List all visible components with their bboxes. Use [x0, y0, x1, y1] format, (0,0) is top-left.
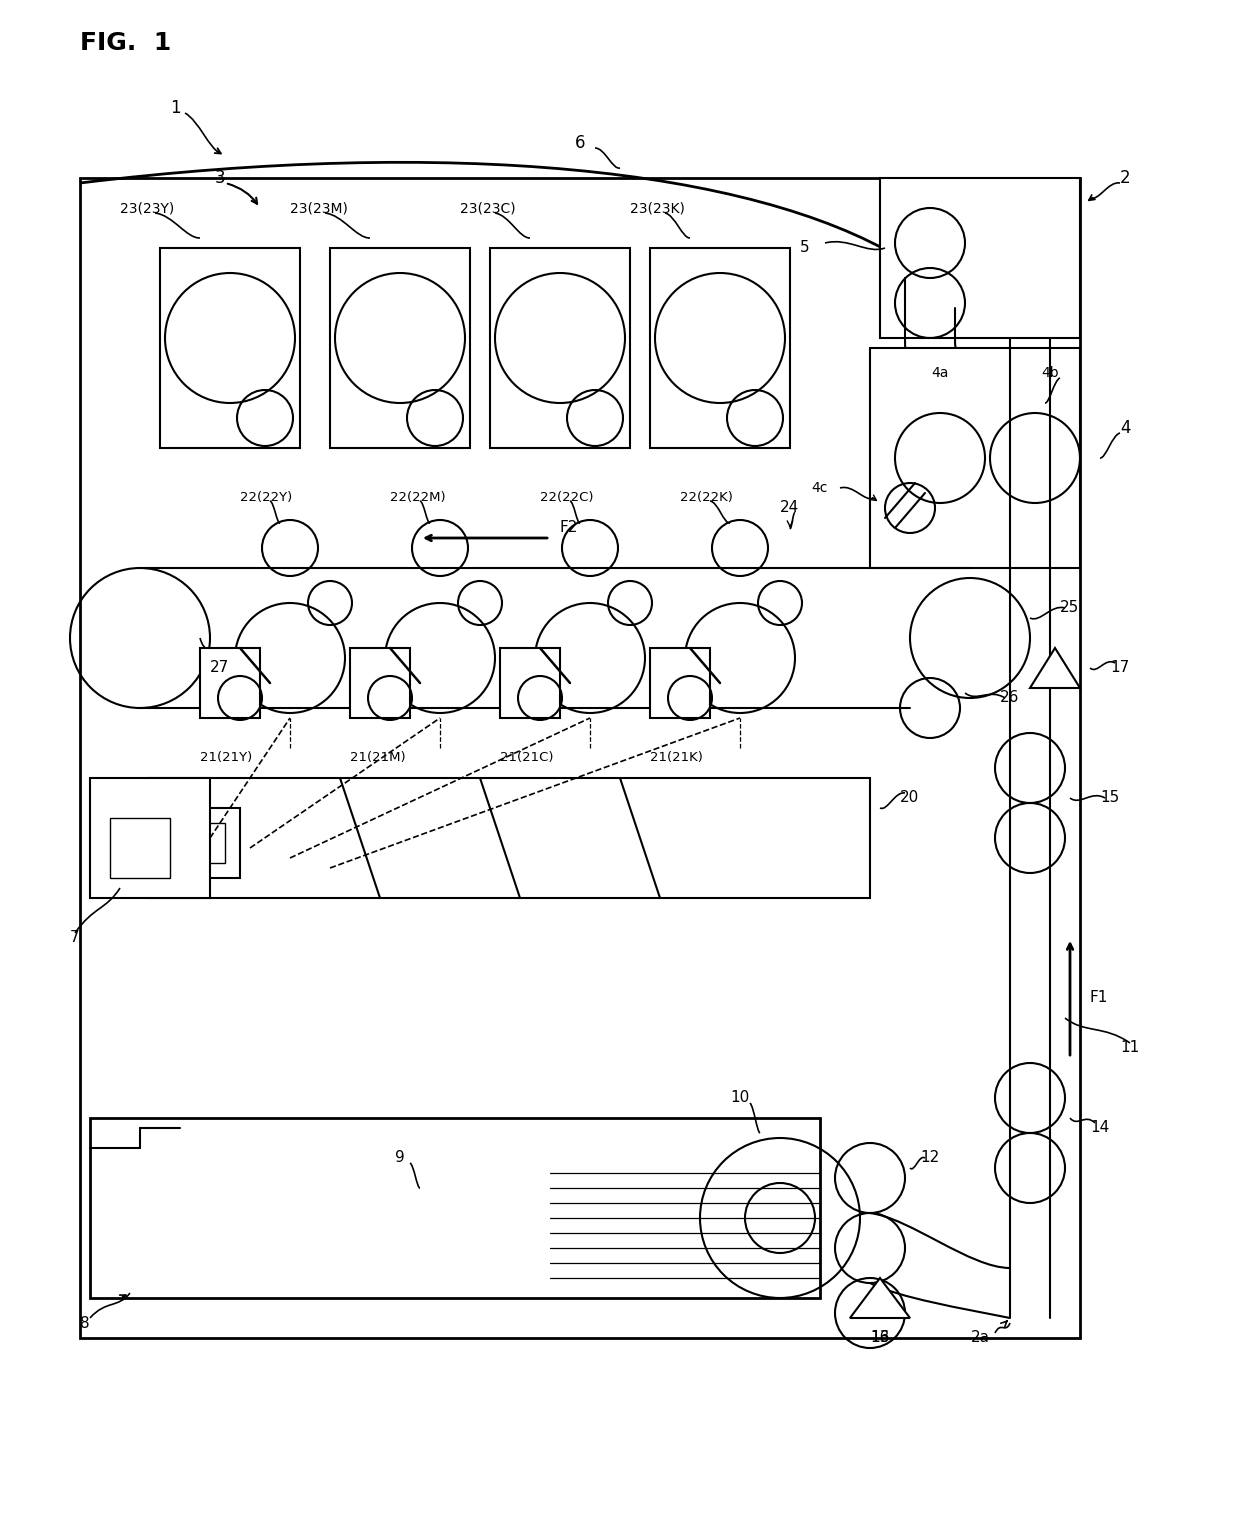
- Bar: [650, 247, 790, 448]
- Text: 23(23Y): 23(23Y): [120, 200, 175, 216]
- Polygon shape: [1030, 648, 1080, 688]
- Text: 17: 17: [1110, 660, 1130, 676]
- Text: 3: 3: [215, 168, 226, 187]
- Text: 4: 4: [1120, 419, 1131, 437]
- Text: 12: 12: [920, 1151, 939, 1166]
- Bar: [350, 648, 410, 718]
- Text: FIG.  1: FIG. 1: [81, 30, 171, 55]
- Text: 21(21M): 21(21M): [350, 751, 405, 765]
- Text: 21(21Y): 21(21Y): [200, 751, 252, 765]
- Text: F2: F2: [560, 521, 578, 536]
- Bar: [81, 178, 1080, 1337]
- Bar: [110, 818, 170, 877]
- Text: 16: 16: [870, 1330, 889, 1345]
- Text: 22(22K): 22(22K): [680, 492, 733, 504]
- Text: 23(23C): 23(23C): [460, 200, 516, 216]
- Text: 24: 24: [780, 501, 800, 516]
- Text: 26: 26: [999, 691, 1019, 706]
- Text: 22(22M): 22(22M): [391, 492, 445, 504]
- Bar: [170, 808, 241, 877]
- Text: F1: F1: [1090, 991, 1109, 1005]
- Polygon shape: [849, 1278, 910, 1318]
- Text: 6: 6: [575, 134, 585, 152]
- Text: 22(22C): 22(22C): [539, 492, 594, 504]
- Bar: [160, 247, 300, 448]
- Text: 23(23K): 23(23K): [630, 200, 684, 216]
- Text: 4b: 4b: [1042, 366, 1059, 380]
- Text: 25: 25: [1060, 601, 1079, 615]
- Bar: [870, 348, 1080, 568]
- Text: 27: 27: [210, 660, 229, 676]
- Text: 21(21C): 21(21C): [500, 751, 553, 765]
- Text: 14: 14: [1090, 1120, 1110, 1135]
- Text: 7: 7: [69, 931, 79, 946]
- Text: 10: 10: [730, 1090, 749, 1105]
- Text: 4c: 4c: [812, 481, 828, 495]
- Text: 5: 5: [800, 240, 810, 255]
- Bar: [880, 178, 1080, 339]
- Text: 20: 20: [900, 791, 919, 806]
- Bar: [330, 247, 470, 448]
- Bar: [91, 1117, 820, 1298]
- Bar: [500, 648, 560, 718]
- Text: 2a: 2a: [971, 1330, 990, 1345]
- Bar: [490, 247, 630, 448]
- Text: 11: 11: [1120, 1040, 1140, 1055]
- Text: 8: 8: [81, 1316, 89, 1330]
- Bar: [200, 648, 260, 718]
- Text: 4a: 4a: [931, 366, 949, 380]
- Bar: [150, 779, 870, 899]
- Text: 2: 2: [1120, 168, 1131, 187]
- Bar: [185, 823, 224, 864]
- Text: 21(21K): 21(21K): [650, 751, 703, 765]
- Bar: [91, 779, 210, 899]
- Text: 22(22Y): 22(22Y): [241, 492, 293, 504]
- Text: 9: 9: [396, 1151, 405, 1166]
- Bar: [650, 648, 711, 718]
- Text: 1: 1: [170, 99, 181, 117]
- Text: 13: 13: [870, 1330, 889, 1345]
- Text: 23(23M): 23(23M): [290, 200, 348, 216]
- Text: 15: 15: [1100, 791, 1120, 806]
